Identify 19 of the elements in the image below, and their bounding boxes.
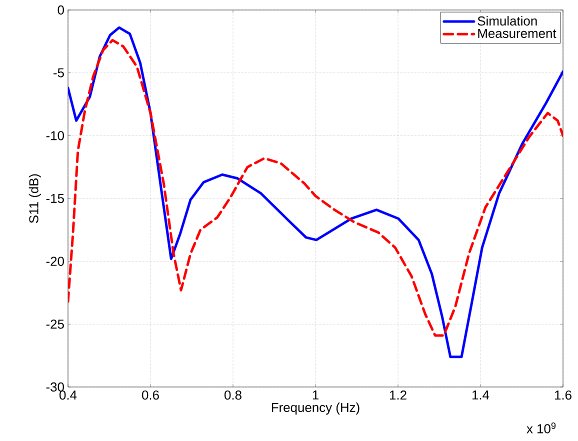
x-tick-label: 1 — [312, 390, 318, 400]
x-axis-title: Frequency (Hz) — [272, 402, 360, 415]
legend-label: Simulation — [478, 16, 537, 26]
x-tick-label: 1.2 — [390, 390, 406, 400]
x-tick-label: 0.4 — [60, 390, 77, 400]
y-tick-label: -10 — [46, 131, 64, 140]
x-tick-label: 1.4 — [472, 390, 490, 400]
y-axis-title: S11 (dB) — [28, 174, 41, 223]
y-tick-label: -15 — [46, 194, 64, 204]
text: x 10$^{9}$ — [526, 422, 556, 434]
legend-label: Measurement — [478, 28, 556, 38]
y-tick-label: -5 — [54, 68, 64, 78]
x-tick-label: 1.6 — [554, 390, 572, 400]
y-tick-label: -30 — [46, 382, 64, 392]
y-tick-label: 0 — [58, 5, 64, 15]
x-tick-label: 0.6 — [142, 390, 159, 400]
y-tick-label: -20 — [46, 256, 64, 266]
x-tick-label: 0.8 — [224, 390, 242, 400]
y-tick-label: -25 — [46, 320, 64, 329]
